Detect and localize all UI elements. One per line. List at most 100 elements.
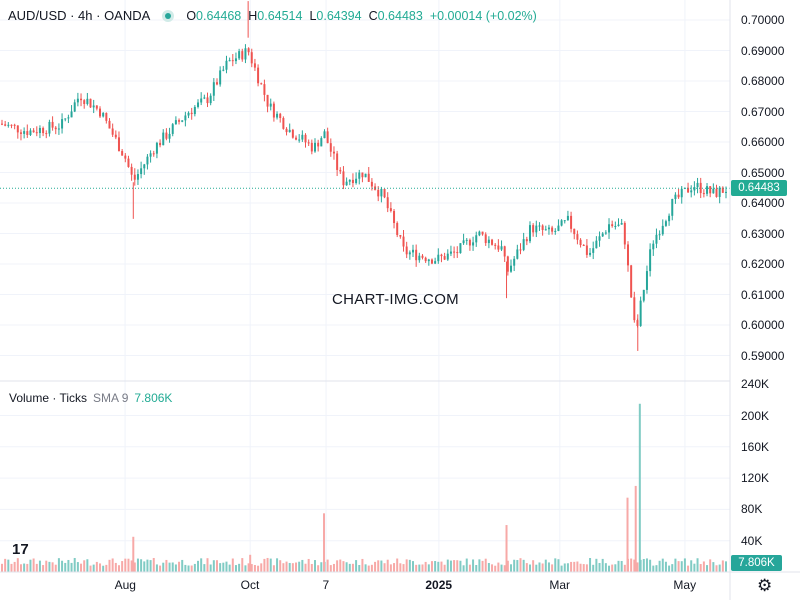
time-tick-label: Aug [114,578,136,592]
volume-bar [114,562,117,572]
candle-body [570,215,573,229]
volume-spike-bar [132,536,135,572]
open-value: 0.64468 [196,8,242,23]
candle-body [155,142,158,154]
volume-bar [437,561,440,572]
symbol-title[interactable]: AUD/USD · 4h · OANDA [8,8,151,23]
volume-bar [247,563,250,572]
candle-body [209,95,212,104]
candle-body [121,151,124,156]
volume-bar [7,559,10,572]
candle-body [437,254,440,262]
volume-bar [592,564,595,572]
tradingview-logo-icon[interactable]: 17 [12,541,29,558]
volume-bar [26,563,29,572]
candle-body [263,84,266,95]
volume-bar [178,561,181,572]
candle-body [339,169,342,172]
volume-bar [339,559,342,572]
candle-body [146,156,149,165]
candle-body [484,234,487,244]
volume-bar [184,564,187,572]
candle-body [23,131,26,134]
candle-body [16,125,19,133]
candle-body [108,120,111,129]
price-tick-label: 0.66000 [741,135,785,149]
candle-body [184,115,187,121]
volume-bar [209,564,212,572]
candle-body [83,100,86,104]
candle-body [215,82,218,85]
volume-tick-label: 240K [741,377,770,392]
candle-body [92,105,95,108]
candle-body [494,244,497,246]
volume-bar [54,564,57,572]
volume-bar [601,558,604,572]
candle-body [503,246,506,257]
settings-gear-icon[interactable]: ⚙ [757,576,773,595]
candle-body [399,234,402,237]
volume-bar [48,561,51,572]
candle-body [604,232,607,234]
candle-body [181,120,184,122]
candle-body [10,124,13,126]
candle-body [336,153,339,170]
candle-body [358,172,361,179]
candle-body [696,182,699,188]
volume-bar [67,559,70,572]
volume-bar [187,565,190,572]
volume-bar [342,561,345,572]
candle-body [57,128,60,130]
candle-body [424,257,427,262]
volume-bar [250,564,253,572]
volume-bar [570,561,573,572]
volume-bar [234,565,237,572]
volume-bar [361,558,364,572]
candle-body [152,153,155,155]
volume-bar [472,559,475,572]
volume-sma-label: SMA 9 [93,391,129,405]
volume-bar [1,563,3,572]
candle-body [310,142,313,152]
volume-bar [260,563,263,572]
volume-tick-label: 40K [741,533,763,548]
candle-body [32,130,35,133]
volume-bar [664,561,667,572]
volume-bar [355,560,358,572]
volume-bar [617,560,620,572]
volume-title[interactable]: Volume · Ticks [9,391,88,405]
volume-bar [279,560,282,572]
volume-bar [238,563,241,572]
volume-bar [348,563,351,572]
volume-bar [263,558,266,572]
price-tick-label: 0.67000 [741,104,785,119]
volume-bar [83,560,86,572]
volume-bar [440,561,443,572]
volume-bar [257,565,260,572]
candle-body [190,112,193,115]
volume-bar [124,558,127,572]
candle-body [298,139,301,141]
volume-bar [64,562,67,572]
volume-bar [174,564,177,572]
candle-body [687,187,690,193]
volume-bars [1,403,727,572]
time-tick-label: 7 [322,578,330,592]
candle-body [124,155,127,159]
volume-bar [99,563,102,572]
volume-bar [557,559,560,572]
volume-bar [42,565,45,572]
candle-body [415,249,418,261]
candle-body [655,234,658,244]
candle-body [212,82,215,96]
volume-bar [332,563,335,572]
volume-bar [535,564,538,572]
volume-bar [61,560,64,572]
volume-bar [29,559,32,572]
volume-bar [608,565,611,572]
candle-body [712,188,715,194]
market-status-icon[interactable] [162,9,175,22]
volume-bar [364,564,367,572]
candle-body [133,174,136,180]
